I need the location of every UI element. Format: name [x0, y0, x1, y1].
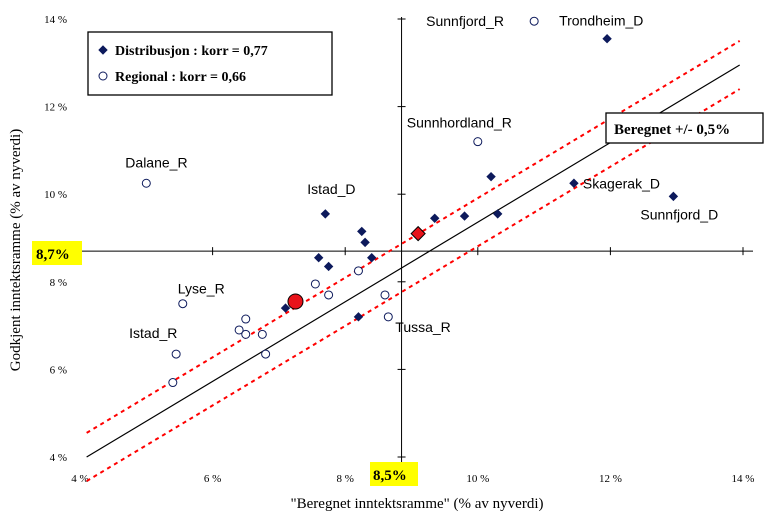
crosshair-x-label-bg: [370, 462, 418, 486]
regional-mean-marker: [287, 293, 304, 310]
regional-point: [257, 329, 267, 339]
point-label: Trondheim_D: [559, 13, 643, 29]
crosshair-x-label: 8,5%: [370, 462, 418, 486]
distribusjon-point: [367, 253, 377, 263]
y-tick-label: 4 %: [50, 452, 67, 464]
regional-point: [473, 137, 483, 147]
x-tick-label: 4 %: [71, 473, 88, 485]
y-tick-label: 10 %: [44, 189, 67, 201]
distribusjon-point: [323, 261, 334, 272]
point-label: Sunnfjord_R: [426, 13, 504, 29]
regional-point: [178, 299, 188, 309]
band-lower-line: [86, 88, 741, 482]
crosshair-x-label-text: 8,5%: [373, 468, 407, 484]
legend: Distribusjon : korr = 0,77 Regional : kor…: [87, 31, 333, 96]
distribusjon-point: [486, 171, 496, 182]
distribusjon-point: [353, 312, 364, 322]
regional-point: [141, 178, 151, 188]
regional-point: [171, 349, 181, 359]
regional-point: [310, 279, 320, 289]
regional-point: [383, 312, 393, 322]
distribusjon-point: [602, 34, 612, 44]
regional-point: [380, 290, 390, 300]
distribusjon-mean-marker: [410, 225, 426, 242]
distribusjon-point: [668, 191, 679, 202]
regional-point: [353, 266, 363, 276]
regional-point: [168, 378, 178, 388]
x-tick-label: 12 %: [599, 473, 622, 485]
band-label-text: Beregnet +/- 0,5%: [614, 122, 730, 138]
band-label-box: [605, 112, 764, 144]
x-tick-label: 8 %: [336, 473, 353, 485]
y-tick-label: 14 %: [44, 14, 67, 26]
distribusjon-point: [360, 237, 370, 248]
band-upper-line: [86, 40, 741, 434]
points-layer: [141, 16, 679, 388]
regional-point: [241, 314, 251, 324]
regional-point: [261, 349, 271, 359]
point-label: Istad_D: [307, 181, 355, 197]
crosshair-y-label-bg: [32, 241, 82, 265]
point-label: Istad_R: [129, 325, 177, 341]
legend-marker-circle: [98, 71, 108, 81]
legend-label: Regional : korr = 0,66: [115, 70, 246, 85]
lines-layer: [86, 40, 741, 482]
regional-point: [241, 329, 251, 339]
regional-point: [529, 16, 539, 26]
crosshair-y-label-text: 8,7%: [36, 247, 70, 263]
distribusjon-point: [569, 178, 579, 188]
distribusjon-point: [492, 209, 503, 219]
legend-label: Distribusjon : korr = 0,77: [115, 44, 268, 59]
x-tick-label: 14 %: [732, 473, 755, 485]
y-tick-label: 12 %: [44, 102, 67, 114]
axes-layer: 4 % 6 % 8 % 10 % 12 % 14 % 4 % 6 % 8 % 10 % 12 % 14…: [44, 14, 754, 485]
crosshair-y-label: 8,7%: [32, 241, 82, 265]
legend-marker-diamond: [98, 45, 108, 55]
point-labels-layer: Trondheim_D Skagerak_D Sunnfjord_D Istad_D S…: [125, 13, 718, 341]
point-label: Sunnhordland_R: [407, 115, 512, 131]
legend-box: [87, 31, 333, 96]
legend-items: Distribusjon : korr = 0,77 Regional : kor…: [98, 44, 268, 85]
y-axis-title: Godkjent inntektsramme (% av nyverdi): [8, 129, 24, 371]
point-label: Sunnfjord_D: [640, 206, 718, 222]
distribusjon-point: [429, 213, 440, 223]
point-label: Tussa_R: [395, 319, 451, 335]
x-axis-title: "Beregnet inntektsramme" (% av nyverdi): [291, 496, 544, 512]
point-label: Lyse_R: [178, 281, 225, 297]
distribusjon-point: [357, 226, 367, 237]
point-label: Skagerak_D: [583, 175, 660, 191]
distribusjon-point: [313, 253, 324, 263]
y-tick-label: 6 %: [50, 364, 67, 376]
x-tick-label: 6 %: [204, 473, 221, 485]
point-label: Dalane_R: [125, 154, 187, 170]
band-label: Beregnet +/- 0,5%: [605, 112, 764, 144]
x-tick-label: 10 %: [466, 473, 489, 485]
regional-point: [324, 290, 334, 300]
y-tick-label: 8 %: [50, 277, 67, 289]
distribusjon-point: [280, 303, 291, 313]
distribusjon-point: [320, 209, 331, 219]
regional-point: [234, 325, 244, 335]
distribusjon-point: [459, 211, 470, 221]
